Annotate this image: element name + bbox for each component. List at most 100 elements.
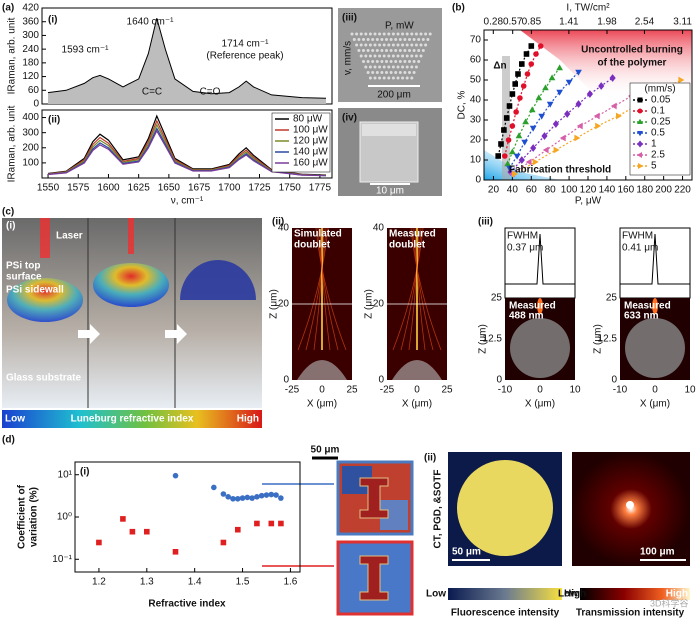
marker [509,148,516,155]
x-tick-label: 120 [580,185,597,196]
legend-label: 2.5 [651,150,665,161]
scale-bar-label: 200 μm [377,90,411,101]
scale-bar-label: 100 μm [640,547,675,558]
dot [412,49,416,52]
marker [504,160,511,167]
dot [403,49,407,52]
scale-bar-label: 10 μm [376,186,404,197]
marker [244,494,251,501]
colorbar [448,588,562,600]
subpanel-label: (iii) [478,217,493,228]
watermark: 3D科学谷 [650,597,689,608]
x2-tick-label: 0.85 [522,17,542,28]
x-tick-label: 1575 [67,183,90,194]
legend-title: (mm/s) [644,84,675,95]
marker [263,492,270,498]
dot [403,38,407,41]
dot [408,49,411,52]
axis-label: Refractive index [148,599,226,610]
axis-label: X (μm) [640,399,670,410]
dot [410,43,414,47]
block-top [362,124,416,136]
subpanel-label: (ii) [424,453,436,464]
focus-ray [313,227,325,351]
marker [538,113,545,120]
x-tick-label: 0 [414,385,420,396]
dot [375,38,379,41]
y-tick-label: 10 [470,155,482,166]
subpanel-label: (i) [80,467,89,478]
series-line [508,71,579,169]
dot [405,76,409,80]
axis-label: DC, % [457,90,468,119]
focus-glow [537,298,543,314]
y-tick-label: 0 [496,375,502,386]
dot [382,32,386,36]
dot [373,65,377,69]
y-tick-label: 50 [470,75,482,86]
marker [586,90,593,98]
x2-tick-label: 1.41 [559,17,579,28]
burning-region [484,30,692,100]
dot [398,38,402,41]
marker [517,95,523,101]
marker [518,156,525,164]
x-tick-label: 25 [441,385,453,396]
fluorescence-disk [457,460,553,556]
marker [120,516,126,522]
dot [405,32,409,36]
marker [598,82,605,90]
dot [389,71,393,74]
subpanel-label: (i) [48,15,57,26]
dot [394,38,398,41]
marker [254,520,260,527]
dot [414,43,418,47]
marker [528,106,536,113]
dot [385,38,388,41]
marker [96,539,102,546]
dot [378,65,382,69]
dot [380,49,384,52]
marker [172,549,179,555]
dot [396,65,400,69]
axis-label: X (μm) [525,399,555,410]
marker [638,163,644,169]
marker [519,61,525,67]
x-tick-label: 1550 [37,183,60,194]
dot [368,32,372,36]
dot [359,32,363,36]
series-line [47,114,327,176]
dot [424,32,428,36]
scale-bar-label: 50 μm [452,547,481,558]
subpanel-label: (ii) [48,115,60,126]
x2-tick-label: 3.11 [673,17,692,28]
legend-label: 1 [651,139,657,150]
x-tick-label: 0 [537,385,543,396]
x-tick-label: 10 [684,385,696,396]
lens-circle [625,318,685,378]
dot [401,54,405,58]
dot [385,49,388,52]
marker [528,43,535,49]
axis-label: X (μm) [307,399,337,410]
subpanel-label: (iii) [342,13,357,24]
marker [556,89,563,96]
y-tick-label: 10⁻¹ [52,554,72,565]
y-tick-label: 300 [22,127,39,138]
dot [382,65,386,69]
legend-label: 140 μW [293,147,328,158]
marker [268,491,275,498]
dot [368,54,372,58]
marker [234,495,241,502]
marker [609,74,616,82]
laser-beam [128,218,134,254]
x-tick-label: -10 [613,385,628,396]
marker [513,153,521,160]
focus-glow [652,298,658,314]
x-tick-label: 20 [488,185,500,196]
series-line [497,45,532,157]
render-label: PSi top [6,261,40,272]
marker [144,528,150,535]
fwhm-value: 0.41 μm [622,243,658,254]
